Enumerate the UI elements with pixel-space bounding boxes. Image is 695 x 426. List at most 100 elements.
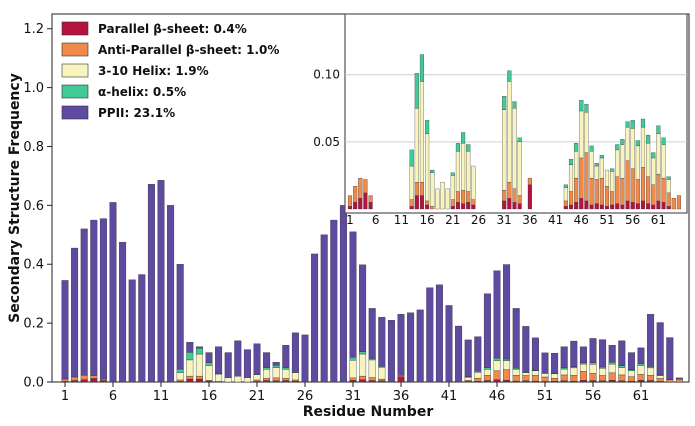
bar-ppii-residue-22 — [263, 352, 271, 368]
inset-bar-parallel-beta-sheet-residue-56 — [630, 202, 635, 210]
x-tick-label: 61 — [633, 389, 650, 404]
bar-anti-parallel-beta-sheet-residue-24 — [282, 377, 290, 381]
inset-x-tick-label: 51 — [599, 213, 614, 227]
inset-bar-parallel-beta-sheet-residue-47 — [584, 200, 589, 210]
bar-ppii-residue-56 — [589, 338, 597, 363]
inset-bar-3-10-helix-residue-14 — [414, 108, 419, 183]
inset-bar-alpha-helix-residue-50 — [599, 155, 604, 159]
x-tick-label: 46 — [489, 389, 506, 404]
inset-bar-3-10-helix-residue-46 — [579, 110, 584, 159]
inset-bar-3-10-helix-residue-54 — [620, 144, 625, 179]
bar-anti-parallel-beta-sheet-residue-3 — [80, 375, 88, 380]
inset-bar-parallel-beta-sheet-residue-53 — [615, 203, 620, 210]
bar-parallel-beta-sheet-residue-46 — [493, 379, 501, 383]
inset-bar-anti-parallel-beta-sheet-residue-49 — [594, 179, 599, 204]
inset-bar-anti-parallel-beta-sheet-residue-34 — [517, 195, 522, 204]
bar-alpha-helix-residue-45 — [483, 367, 491, 370]
bar-3-10-helix-residue-56 — [589, 364, 597, 374]
bar-alpha-helix-residue-58 — [608, 362, 616, 365]
inset-bar-anti-parallel-beta-sheet-residue-44 — [568, 191, 574, 206]
bar-parallel-beta-sheet-residue-32 — [359, 379, 367, 383]
bar-ppii-residue-43 — [464, 339, 472, 377]
inset-bar-parallel-beta-sheet-residue-46 — [579, 198, 584, 210]
x-tick-label: 21 — [249, 389, 266, 404]
bar-3-10-helix-residue-34 — [378, 367, 386, 380]
bar-anti-parallel-beta-sheet-residue-36 — [397, 375, 405, 377]
bar-ppii-residue-9 — [138, 274, 146, 383]
bar-alpha-helix-residue-61 — [637, 363, 645, 366]
bar-ppii-residue-2 — [71, 247, 79, 378]
bar-ppii-residue-24 — [282, 345, 290, 369]
inset-bar-anti-parallel-beta-sheet-residue-56 — [630, 168, 635, 203]
bar-anti-parallel-beta-sheet-residue-23 — [272, 377, 280, 381]
inset-bar-alpha-helix-residue-16 — [425, 120, 430, 134]
bar-anti-parallel-beta-sheet-residue-44 — [474, 377, 482, 382]
inset-bar-anti-parallel-beta-sheet-residue-61 — [656, 173, 661, 202]
inset-bar-3-10-helix-residue-60 — [651, 157, 656, 185]
inset-bar-anti-parallel-beta-sheet-residue-3 — [358, 177, 363, 199]
bar-3-10-helix-residue-57 — [599, 367, 607, 376]
inset-bar-3-10-helix-residue-22 — [455, 151, 460, 192]
bar-anti-parallel-beta-sheet-residue-21 — [253, 379, 261, 382]
x-tick-label: 16 — [201, 389, 218, 404]
inset-bar-alpha-helix-residue-17 — [430, 169, 435, 173]
inset-x-tick-label: 46 — [574, 213, 589, 227]
bar-anti-parallel-beta-sheet-residue-49 — [522, 375, 530, 381]
bar-ppii-residue-14 — [186, 342, 194, 353]
inset-bar-alpha-helix-residue-33 — [512, 101, 517, 109]
inset-bar-anti-parallel-beta-sheet-residue-65 — [676, 195, 682, 210]
inset-bar-parallel-beta-sheet-residue-14 — [414, 195, 419, 210]
inset-x-tick-label: 31 — [497, 213, 512, 227]
inset-bar-anti-parallel-beta-sheet-residue-62 — [661, 177, 666, 203]
inset-bar-anti-parallel-beta-sheet-residue-32 — [507, 181, 512, 199]
bar-anti-parallel-beta-sheet-residue-33 — [368, 377, 376, 381]
x-tick-label: 56 — [585, 389, 602, 404]
inset-bar-parallel-beta-sheet-residue-25 — [471, 204, 476, 210]
bar-anti-parallel-beta-sheet-residue-62 — [647, 375, 655, 381]
inset-bar-parallel-beta-sheet-residue-15 — [419, 195, 425, 210]
inset-bar-alpha-helix-residue-13 — [409, 149, 414, 167]
inset-x-tick-label: 6 — [372, 213, 380, 227]
bar-ppii-residue-11 — [157, 180, 165, 383]
inset-bar-anti-parallel-beta-sheet-residue-2 — [353, 186, 358, 203]
inset-bar-anti-parallel-beta-sheet-residue-45 — [574, 177, 579, 203]
inset-bar-anti-parallel-beta-sheet-residue-5 — [368, 195, 373, 203]
bar-ppii-residue-42 — [455, 325, 463, 383]
inset-bar-3-10-helix-residue-15 — [419, 81, 425, 183]
inset-bar-alpha-helix-residue-14 — [414, 73, 419, 109]
bar-ppii-residue-18 — [224, 352, 232, 378]
bar-anti-parallel-beta-sheet-residue-59 — [618, 374, 626, 381]
inset-x-tick-label: 26 — [471, 213, 486, 227]
inset-bar-3-10-helix-residue-49 — [594, 165, 599, 180]
x-tick-label: 26 — [297, 389, 314, 404]
bar-parallel-beta-sheet-residue-15 — [195, 378, 203, 383]
bar-ppii-residue-41 — [445, 305, 453, 383]
inset-bar-parallel-beta-sheet-residue-1 — [347, 206, 353, 210]
inset-x-tick-label: 36 — [522, 213, 537, 227]
bar-anti-parallel-beta-sheet-residue-5 — [99, 378, 107, 381]
inset-bar-alpha-helix-residue-24 — [466, 144, 471, 152]
bar-3-10-helix-residue-16 — [205, 365, 213, 381]
x-axis-label: Residue Number — [303, 404, 434, 420]
inset-bar-3-10-helix-residue-44 — [568, 164, 574, 192]
bar-parallel-beta-sheet-residue-31 — [349, 380, 357, 383]
inset-bar-3-10-helix-residue-45 — [574, 151, 579, 179]
bar-anti-parallel-beta-sheet-residue-43 — [464, 380, 472, 382]
bar-3-10-helix-residue-19 — [234, 375, 242, 383]
bar-ppii-residue-31 — [349, 231, 357, 358]
inset-bar-anti-parallel-beta-sheet-residue-60 — [651, 184, 656, 206]
inset-x-tick-label: 11 — [394, 213, 409, 227]
inset-bar-3-10-helix-residue-57 — [635, 145, 640, 180]
inset-bar-parallel-beta-sheet-residue-49 — [594, 203, 599, 210]
inset-bar-anti-parallel-beta-sheet-residue-57 — [635, 179, 640, 204]
bar-alpha-helix-residue-59 — [618, 365, 626, 368]
bar-ppii-residue-32 — [359, 264, 367, 352]
bar-anti-parallel-beta-sheet-residue-14 — [186, 375, 194, 380]
bar-ppii-residue-37 — [407, 312, 415, 383]
inset-bar-3-10-helix-residue-18 — [435, 188, 440, 210]
inset-bar-3-10-helix-residue-21 — [450, 175, 455, 200]
y-tick-label: 1.2 — [23, 22, 44, 37]
bar-ppii-residue-50 — [531, 337, 539, 371]
inset-bar-anti-parallel-beta-sheet-residue-14 — [414, 181, 419, 196]
inset-bar-anti-parallel-beta-sheet-residue-16 — [425, 200, 430, 206]
